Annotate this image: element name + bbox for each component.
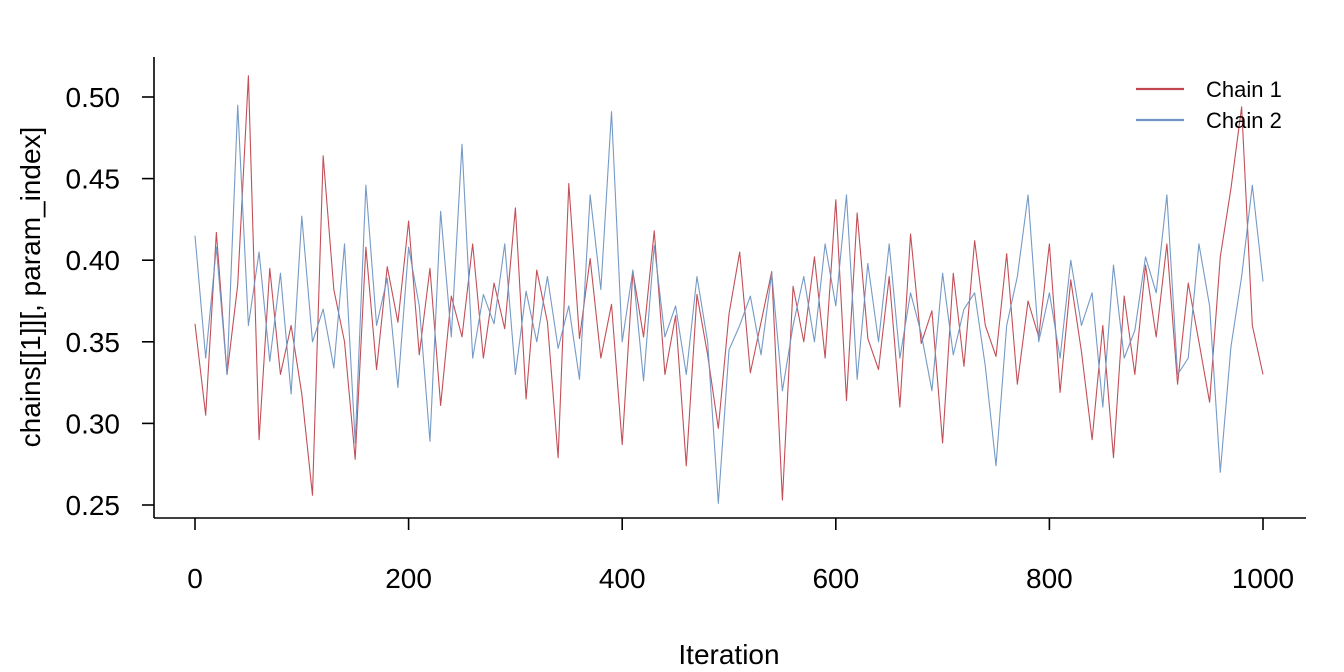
x-tick-label: 600 [812, 563, 859, 594]
x-axis-ticks: 0 200 400 600 800 1000 [187, 518, 1294, 594]
series-line-chain-1 [194, 75, 1264, 501]
y-tick-label: 0.35 [66, 327, 121, 358]
plot-lines [194, 75, 1264, 504]
legend-label-chain-2: Chain 2 [1206, 108, 1282, 133]
y-axis-title: chains[[1]][, param_index] [15, 127, 46, 448]
x-tick-label: 800 [1026, 563, 1073, 594]
x-tick-label: 200 [385, 563, 432, 594]
x-axis-title: Iteration [678, 639, 779, 670]
series-line-chain-2 [194, 104, 1264, 504]
x-tick-label: 400 [599, 563, 646, 594]
y-tick-label: 0.40 [66, 245, 121, 276]
y-tick-label: 0.45 [66, 164, 121, 195]
x-tick-label: 0 [187, 563, 203, 594]
y-tick-label: 0.50 [66, 82, 121, 113]
y-tick-label: 0.25 [66, 490, 121, 521]
y-axis-ticks: 0.25 0.30 0.35 0.40 0.45 0.50 [66, 82, 154, 521]
x-tick-label: 1000 [1232, 563, 1294, 594]
legend: Chain 1 Chain 2 [1136, 77, 1282, 133]
legend-label-chain-1: Chain 1 [1206, 77, 1282, 102]
y-tick-label: 0.30 [66, 408, 121, 439]
